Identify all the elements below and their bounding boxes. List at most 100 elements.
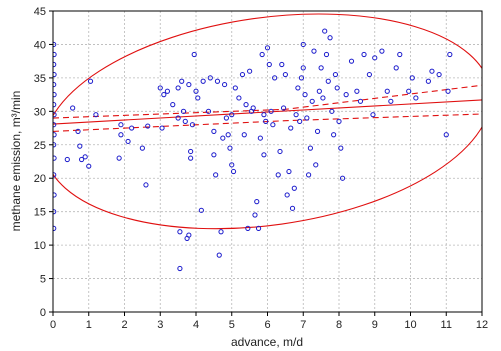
- data-point: [447, 51, 453, 58]
- data-point: [272, 75, 278, 81]
- data-point: [275, 172, 281, 178]
- data-point: [53, 122, 57, 128]
- data-point: [82, 154, 88, 160]
- data-point: [322, 28, 328, 34]
- data-point: [320, 95, 326, 101]
- data-point: [229, 112, 235, 118]
- data-point: [229, 162, 235, 168]
- data-point: [53, 81, 57, 88]
- data-point: [223, 115, 229, 121]
- data-point: [191, 51, 197, 58]
- data-point: [53, 142, 57, 148]
- data-point: [177, 229, 183, 235]
- data-point: [53, 51, 57, 58]
- data-point: [207, 75, 213, 81]
- data-point: [370, 112, 376, 118]
- x-tick-label: 7: [300, 319, 306, 331]
- data-point: [291, 185, 297, 191]
- data-point: [75, 128, 81, 134]
- y-tick-label: 35: [34, 73, 46, 85]
- data-point: [222, 81, 228, 88]
- data-point: [289, 205, 296, 211]
- data-point: [332, 71, 339, 78]
- data-point: [189, 122, 196, 128]
- data-point: [261, 152, 267, 158]
- y-tick-label: 30: [34, 106, 46, 118]
- confidence-lower-line: [53, 113, 482, 132]
- fit-lines: [53, 13, 482, 230]
- data-point: [379, 48, 385, 54]
- x-tick-label: 8: [336, 319, 342, 331]
- data-point: [436, 71, 442, 78]
- data-point: [348, 58, 355, 64]
- y-tick-label: 15: [34, 207, 46, 219]
- data-point: [331, 132, 337, 138]
- data-point: [254, 199, 260, 205]
- data-point: [282, 71, 288, 78]
- data-point: [261, 112, 267, 118]
- data-point: [145, 123, 151, 129]
- data-point: [323, 51, 330, 58]
- data-point: [53, 92, 57, 98]
- data-point: [186, 81, 192, 88]
- data-point: [388, 98, 394, 104]
- data-point: [397, 51, 403, 58]
- data-point: [53, 41, 57, 48]
- data-point: [53, 155, 57, 161]
- confidence-upper-line: [53, 84, 482, 119]
- data-point: [232, 85, 238, 91]
- data-point: [284, 192, 290, 198]
- x-tick-label: 2: [121, 319, 127, 331]
- data-point: [309, 98, 315, 104]
- data-point: [293, 112, 299, 118]
- data-point: [366, 71, 372, 78]
- data-point: [241, 132, 247, 138]
- data-point: [230, 168, 237, 175]
- data-point: [406, 88, 412, 94]
- data-point: [384, 88, 390, 94]
- data-point: [225, 132, 231, 138]
- data-point: [129, 125, 135, 131]
- data-point: [266, 61, 272, 68]
- data-point: [247, 68, 253, 74]
- data-point: [429, 68, 435, 74]
- data-point: [227, 145, 233, 151]
- x-tick-label: 12: [476, 319, 488, 331]
- data-point: [216, 252, 222, 258]
- data-point: [175, 115, 181, 121]
- data-point: [53, 225, 57, 231]
- data-point: [280, 105, 287, 111]
- data-point: [79, 156, 85, 163]
- data-point: [314, 128, 321, 134]
- data-point: [338, 145, 344, 151]
- x-tick-label: 0: [50, 319, 56, 331]
- data-point: [161, 92, 167, 98]
- data-point: [53, 192, 57, 198]
- y-tick-label: 40: [34, 39, 46, 51]
- y-tick-label: 0: [40, 307, 46, 319]
- data-point: [186, 232, 192, 238]
- x-tick-label: 3: [157, 319, 163, 331]
- data-point: [53, 172, 57, 178]
- data-point: [218, 229, 224, 235]
- data-point: [343, 92, 349, 98]
- data-point: [53, 112, 57, 118]
- data-point: [334, 85, 340, 91]
- data-point: [313, 162, 319, 168]
- data-point: [252, 212, 258, 218]
- data-point: [339, 175, 346, 181]
- data-points: [53, 28, 453, 272]
- data-point: [279, 61, 285, 68]
- data-point: [288, 125, 294, 131]
- data-point: [211, 152, 217, 158]
- data-point: [53, 209, 57, 215]
- data-point: [372, 55, 378, 61]
- x-axis-label: advance, m/d: [231, 335, 303, 349]
- data-point: [143, 182, 149, 188]
- data-point: [268, 108, 274, 114]
- data-point: [304, 115, 310, 121]
- data-point: [157, 85, 163, 91]
- data-point: [159, 125, 165, 131]
- x-tick-label: 10: [404, 319, 416, 331]
- data-point: [413, 95, 419, 101]
